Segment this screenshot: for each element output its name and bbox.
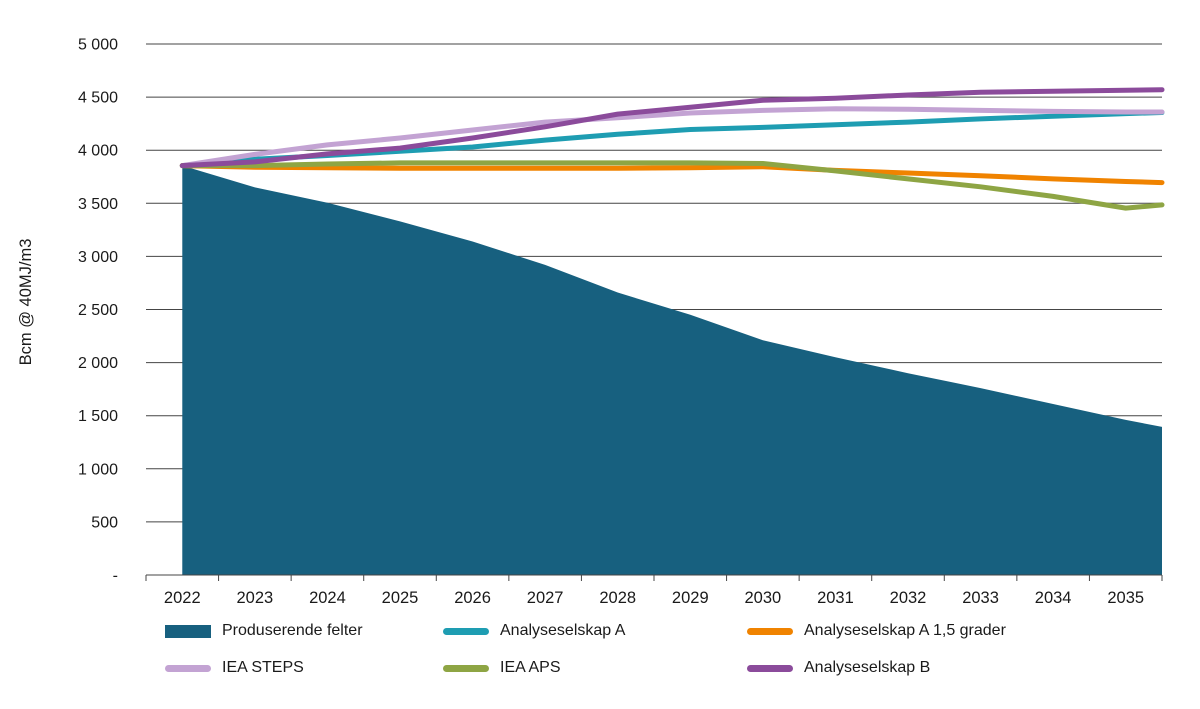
- series-area-0: [182, 165, 1163, 575]
- legend-label-3: IEA STEPS: [222, 659, 304, 676]
- legend-item-4: IEA APS: [443, 658, 747, 678]
- x-tick-label: 2030: [744, 589, 781, 607]
- x-tick-label: 2033: [962, 589, 999, 607]
- series-line-4: [179, 160, 1165, 211]
- x-tick-label: 2035: [1107, 589, 1144, 607]
- legend-label-1: Analyseselskap A: [500, 622, 626, 639]
- series-line-3: [179, 106, 1165, 169]
- y-axis-title: Bcm @ 40MJ/m3: [17, 239, 35, 366]
- legend-label-4: IEA APS: [500, 659, 561, 676]
- x-tick-label: 2024: [309, 589, 346, 607]
- x-tick-label: 2022: [164, 589, 201, 607]
- legend-swatch-4: [443, 664, 489, 672]
- series-line-1: [179, 110, 1165, 169]
- y-tick-label: 1 000: [78, 461, 118, 478]
- y-tick-label: 3 000: [78, 249, 118, 266]
- x-tick-label: 2026: [454, 589, 491, 607]
- x-tick-label: 2027: [527, 589, 564, 607]
- legend-swatch-5: [747, 664, 793, 672]
- x-tick-label: 2023: [236, 589, 273, 607]
- y-tick-label: 2 000: [78, 355, 118, 372]
- x-tick-label: 2032: [890, 589, 927, 607]
- x-tick-label: 2034: [1035, 589, 1072, 607]
- y-tick-label: 500: [91, 514, 118, 531]
- chart-plot-area: - 500 1 000 1 500 2 000 2 500 3 000 3 500 4 000 4…: [17, 37, 1165, 607]
- series-line-2: [179, 163, 1165, 186]
- legend-item-3: IEA STEPS: [165, 658, 443, 678]
- legend-swatch-2: [747, 627, 793, 635]
- legend: Produserende felter Analyseselskap A Analy…: [165, 621, 1117, 678]
- series-line-5: [179, 87, 1165, 169]
- y-tick-label: 4 000: [78, 143, 118, 160]
- x-tick-label: 2028: [599, 589, 636, 607]
- x-tick-label: 2029: [672, 589, 709, 607]
- y-tick-label: -: [113, 568, 118, 585]
- legend-label-2: Analyseselskap A 1,5 grader: [804, 622, 1006, 639]
- y-tick-label: 2 500: [78, 302, 118, 319]
- y-tick-label: 4 500: [78, 90, 118, 107]
- x-tick-label: 2025: [382, 589, 419, 607]
- y-tick-label: 3 500: [78, 196, 118, 213]
- legend-label-5: Analyseselskap B: [804, 659, 931, 676]
- legend-label-0: Produserende felter: [222, 622, 363, 639]
- legend-swatch-1: [443, 627, 489, 635]
- legend-item-2: Analyseselskap A 1,5 grader: [747, 621, 1117, 641]
- y-tick-label: 1 500: [78, 408, 118, 425]
- y-tick-label: 5 000: [78, 37, 118, 54]
- legend-item-5: Analyseselskap B: [747, 658, 1117, 678]
- x-tick-label: 2031: [817, 589, 854, 607]
- legend-swatch-3: [165, 664, 211, 672]
- legend-item-1: Analyseselskap A: [443, 621, 747, 641]
- legend-swatch-0: [165, 624, 211, 638]
- legend-item-0: Produserende felter: [165, 621, 443, 641]
